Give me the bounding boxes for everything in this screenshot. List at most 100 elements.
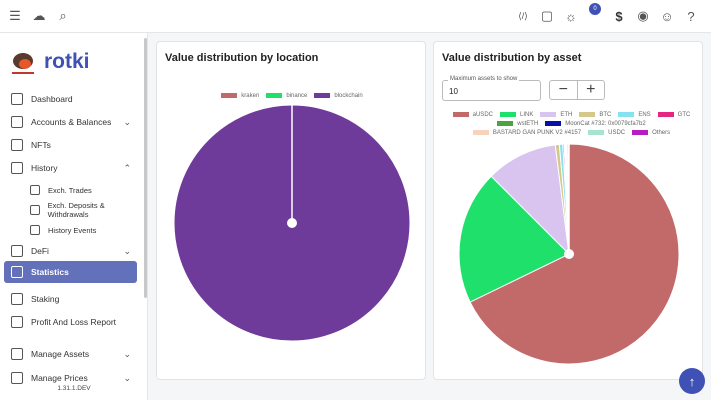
sidebar-item-nfts[interactable]: NFTs: [0, 134, 143, 156]
legend-label: kraken: [241, 93, 260, 100]
dashboard-icon: [11, 93, 23, 105]
max-assets-input[interactable]: Maximum assets to show 10: [442, 76, 541, 101]
bank-icon: [30, 205, 40, 215]
price-icon: [11, 372, 23, 384]
search-icon[interactable]: ⌕: [59, 8, 67, 23]
sidebar-item-staking[interactable]: Staking: [0, 288, 143, 310]
sidebar-item-label: History: [31, 163, 58, 173]
max-assets-value: 10: [449, 87, 458, 96]
top-bar: ☰ ☁ ⌕ ⟨/⟩ ▢ ☼ 0 $ ◉ ☺ ?: [0, 0, 711, 33]
legend-swatch: [588, 130, 605, 136]
app-version: 1.31.1.DEV: [57, 385, 91, 392]
statistics-icon: [11, 266, 23, 278]
asset-pie-chart: [458, 143, 680, 365]
help-icon[interactable]: ?: [687, 8, 695, 24]
decrement-button[interactable]: −: [550, 81, 578, 99]
sidebar-item-dashboard[interactable]: Dashboard: [0, 88, 143, 110]
legend-item[interactable]: BASTARD GAN PUNK V2 #4157: [472, 130, 582, 137]
legend-label: aUSDC: [472, 112, 493, 119]
staking-icon: [11, 293, 23, 305]
asset-distribution-card: Value distribution by asset Maximum asse…: [433, 41, 703, 380]
sidebar: rotki Dashboard Accounts & Balances ⌄ NFTs H…: [0, 33, 148, 400]
pie-slice-ausdc[interactable]: [469, 143, 680, 365]
image-icon: [11, 139, 23, 151]
location-distribution-card: Value distribution by location kraken bin…: [156, 41, 426, 380]
legend-item[interactable]: BTC: [579, 112, 611, 118]
sidebar-item-label: Manage Assets: [31, 349, 90, 359]
legend-swatch: [314, 93, 331, 98]
sidebar-item-history[interactable]: History ⌃: [0, 157, 143, 179]
sidebar-item-profit-and-loss-report[interactable]: Profit And Loss Report: [0, 311, 143, 333]
legend-label: BTC: [599, 112, 612, 119]
sidebar-item-exch-deposits-withdrawals[interactable]: Exch. Deposits & Withdrawals: [0, 199, 143, 221]
events-icon: [30, 225, 40, 235]
legend-swatch: [618, 112, 635, 117]
legend-swatch: [497, 121, 514, 127]
sidebar-item-history-events[interactable]: History Events: [0, 219, 143, 241]
legend-item[interactable]: LINK: [499, 112, 533, 118]
privacy-eye-icon[interactable]: ◉: [637, 8, 649, 23]
increment-button[interactable]: +: [586, 81, 596, 98]
robin-logo-icon: [12, 53, 34, 74]
swap-icon: [30, 185, 40, 195]
sidebar-item-label: History Events: [48, 225, 97, 235]
legend-item[interactable]: GTC: [657, 112, 691, 119]
legend-label: USDC: [608, 130, 626, 137]
legend-swatch: [266, 93, 283, 98]
sidebar-item-label: Profit And Loss Report: [31, 317, 117, 327]
currency-button[interactable]: $: [615, 8, 623, 24]
sidebar-item-defi[interactable]: DeFi ⌄: [0, 240, 143, 262]
card-title: Value distribution by asset: [442, 52, 582, 64]
location-pie-chart: [173, 104, 411, 342]
chevron-down-icon: ⌄: [123, 116, 131, 127]
sidebar-item-exch-trades[interactable]: Exch. Trades: [0, 179, 143, 201]
notifications-button[interactable]: 0: [583, 3, 607, 28]
chevron-down-icon: ⌄: [123, 245, 131, 256]
sidebar-item-label: DeFi: [31, 246, 49, 256]
account-icon[interactable]: ☺: [660, 8, 674, 24]
legend-item[interactable]: USDC: [588, 130, 625, 136]
legend-item[interactable]: wstETH: [497, 121, 538, 127]
sidebar-item-manage-assets[interactable]: Manage Assets ⌄: [0, 343, 143, 365]
scroll-top-button[interactable]: ↑: [679, 368, 705, 394]
card-title: Value distribution by location: [165, 52, 319, 64]
legend-item[interactable]: Others: [632, 130, 670, 136]
menu-icon[interactable]: ☰: [9, 8, 21, 23]
sidebar-item-label: Dashboard: [31, 94, 73, 104]
chevron-down-icon: ⌄: [123, 348, 131, 359]
legend-swatch: [540, 112, 557, 117]
sidebar-item-manage-prices[interactable]: Manage Prices ⌄: [0, 367, 143, 389]
legend-label: Others: [652, 130, 671, 137]
brand-logo[interactable]: rotki: [0, 33, 147, 83]
report-icon: [11, 316, 23, 328]
code-icon[interactable]: ⟨/⟩: [518, 10, 528, 21]
legend-label: binance: [286, 93, 308, 100]
legend-label: blockchain: [334, 93, 363, 100]
legend-item[interactable]: binance: [266, 93, 307, 99]
notes-icon[interactable]: ▢: [540, 8, 554, 23]
sidebar-item-accounts-balances[interactable]: Accounts & Balances ⌄: [0, 111, 143, 133]
sidebar-item-label: Staking: [31, 294, 60, 304]
pie-slice-link[interactable]: [458, 175, 570, 303]
legend-label: GTC: [677, 112, 691, 119]
sidebar-scrollbar[interactable]: [144, 38, 147, 298]
sidebar-item-label: NFTs: [31, 140, 51, 150]
sidebar-item-statistics[interactable]: Statistics: [4, 261, 137, 283]
sidebar-item-label: Exch. Deposits & Withdrawals: [47, 201, 105, 219]
sidebar-item-label: Statistics: [31, 267, 69, 277]
legend-label: BASTARD GAN PUNK V2 #4157: [492, 130, 582, 137]
legend-item[interactable]: MoonCat #732: 0x0079cfa7b2: [545, 121, 646, 127]
notification-badge: 0: [589, 3, 601, 15]
legend-item[interactable]: blockchain: [314, 93, 363, 100]
legend-item[interactable]: ETH: [540, 112, 572, 118]
cloud-icon[interactable]: ☁: [32, 8, 46, 23]
legend-item[interactable]: aUSDC: [452, 112, 493, 119]
legend-label: wstETH: [517, 121, 539, 128]
legend-swatch: [632, 130, 649, 136]
theme-sun-icon[interactable]: ☼: [565, 8, 577, 24]
legend-item[interactable]: kraken: [221, 93, 259, 99]
legend-item[interactable]: ENS: [618, 112, 651, 118]
legend-swatch: [499, 112, 516, 117]
wallet-icon: [11, 116, 23, 128]
pie-slice-eth[interactable]: [490, 144, 570, 256]
